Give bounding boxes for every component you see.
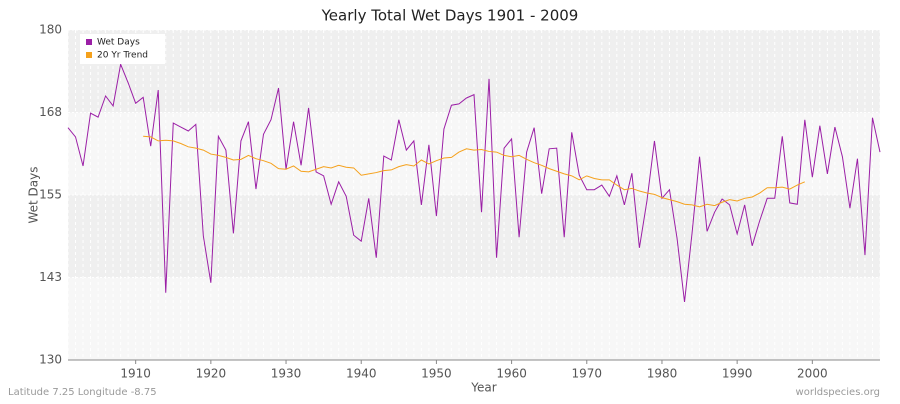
- x-tick-label: 1940: [346, 367, 377, 381]
- x-tick-label: 2000: [797, 367, 828, 381]
- y-tick-label: 130: [39, 353, 62, 367]
- x-tick-label: 1980: [647, 367, 678, 381]
- x-tick-label: 1920: [196, 367, 227, 381]
- footer-right: worldspecies.org: [796, 387, 880, 398]
- x-tick-label: 1960: [496, 367, 527, 381]
- series-line: [67, 62, 881, 302]
- x-tick-label: 1930: [271, 367, 302, 381]
- series-line: [143, 135, 806, 208]
- x-tick-label: 1970: [572, 367, 603, 381]
- y-tick-label: 155: [39, 188, 62, 202]
- y-tick-label: 143: [39, 270, 62, 284]
- x-axis-label: Year: [470, 381, 496, 395]
- x-tick-label: 1990: [722, 367, 753, 381]
- legend-swatch: [86, 39, 92, 45]
- x-tick-label: 1950: [421, 367, 452, 381]
- y-tick-label: 180: [39, 23, 62, 37]
- y-tick-label: 168: [39, 105, 62, 119]
- footer-left: Latitude 7.25 Longitude -8.75: [8, 387, 157, 398]
- legend-label: 20 Yr Trend: [97, 51, 148, 61]
- legend-swatch: [86, 52, 92, 58]
- chart-title: Yearly Total Wet Days 1901 - 2009: [321, 7, 579, 25]
- legend-label: Wet Days: [97, 38, 140, 48]
- legend-box: [80, 34, 165, 64]
- y-axis-label: Wet Days: [27, 166, 41, 223]
- x-tick-label: 1910: [120, 367, 151, 381]
